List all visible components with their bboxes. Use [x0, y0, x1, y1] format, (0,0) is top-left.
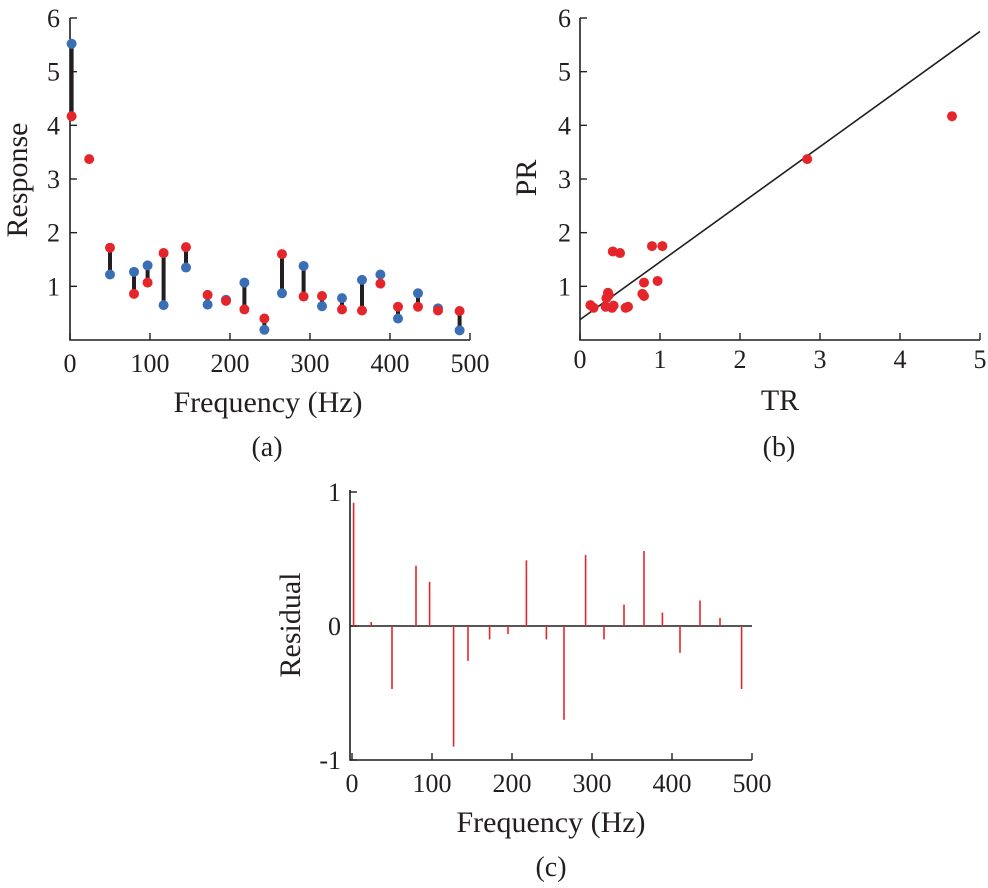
panel-b-x-tick-label: 4	[894, 345, 907, 374]
panel-a-x-axis-title: Frequency (Hz)	[173, 386, 362, 419]
panel-a-x-tick-label: 400	[371, 349, 410, 378]
panel-c-x-tick-label: 400	[653, 769, 692, 798]
panel-a-blue-point	[158, 300, 169, 311]
panel-c-x-axis-title: Frequency (Hz)	[456, 806, 645, 839]
panel-a-red-point	[433, 305, 443, 316]
panel-b-x-tick-label: 5	[974, 345, 987, 374]
panel-a-blue-point	[142, 260, 153, 271]
panel-a-x-tick-label: 100	[131, 349, 170, 378]
panel-a-y-tick-label: 6	[47, 4, 60, 33]
panel-a-red-point	[105, 242, 115, 253]
panel-a-blue-point	[202, 299, 213, 310]
panel-a-y-axis-title: Response	[1, 123, 34, 238]
panel-b-y-axis-title: PR	[510, 160, 543, 197]
panel-b-x-tick-label: 3	[814, 345, 827, 374]
panel-a-response-plot: 1 2 3 4 5 6 0 100 200 300 400 500 Frequency (Hz) R…	[1, 4, 490, 463]
panel-b-fit-line	[579, 30, 981, 321]
panel-b-y-tick-label: 1	[558, 272, 571, 301]
panel-b-caption: (b)	[763, 432, 796, 463]
panel-a-y-tick-label: 5	[47, 58, 60, 87]
panel-c-x-tick-label: 300	[573, 769, 612, 798]
panel-a-blue-point	[317, 301, 327, 312]
panel-b-red-point	[608, 300, 619, 311]
panel-a-red-point	[66, 111, 77, 122]
panel-a-caption: (a)	[251, 432, 282, 463]
panel-b-y-tick-label: 4	[558, 111, 571, 140]
panel-a-red-point	[375, 278, 386, 289]
panel-a-red-point	[317, 290, 327, 301]
panel-a-blue-point	[129, 266, 139, 277]
panel-a-blue-point	[357, 274, 367, 285]
panel-c-y-tick-label: 0	[328, 612, 341, 641]
panel-a-red-point	[142, 277, 153, 288]
panel-a-y-tick-label: 3	[47, 165, 60, 194]
panel-c-x-tick-label: 0	[346, 769, 359, 798]
panel-b-y-tick-label: 5	[558, 58, 571, 87]
panel-b-pr-vs-tr-plot: 1 2 3 4 5 6 0 1 2 3 4 5 TR PR (b)	[510, 4, 987, 463]
panel-a-blue-point	[277, 288, 287, 299]
panel-a-y-tick-label: 1	[47, 272, 60, 301]
panel-a-blue-point	[239, 277, 250, 288]
panel-a-red-point	[357, 305, 367, 316]
panel-b-red-point	[603, 289, 614, 300]
panel-b-red-point	[588, 302, 599, 313]
panel-a-red-point	[221, 295, 231, 306]
panel-a-blue-point	[413, 288, 423, 299]
panel-c-residual-plot: -101 0 100 200 300 400 500 Frequency (Hz) Res…	[274, 478, 772, 883]
panel-a-red-point	[298, 291, 309, 302]
panel-b-red-point	[947, 111, 957, 122]
panel-c-x-tick-label: 200	[493, 769, 532, 798]
panel-a-red-point	[181, 242, 191, 253]
panel-a-red-point	[202, 289, 213, 300]
panel-c-y-axis-title: Residual	[274, 573, 307, 678]
panel-c-axes	[349, 490, 752, 761]
panel-b-x-tick-label: 2	[734, 345, 747, 374]
panel-b-red-point	[615, 248, 625, 259]
panel-a-red-point	[84, 154, 95, 165]
panel-b-x-tick-label: 0	[574, 345, 587, 374]
panel-a-y-tick-label: 4	[47, 111, 60, 140]
panel-a-y-tick-label: 2	[47, 219, 60, 248]
panel-a-x-tick-label: 500	[451, 349, 490, 378]
panel-a-blue-point	[181, 262, 191, 273]
panel-a-red-point	[129, 288, 139, 299]
panel-a-blue-point	[259, 324, 270, 335]
panel-a-blue-point	[105, 269, 115, 280]
panel-a-red-point	[158, 248, 169, 259]
panel-b-red-point	[639, 290, 649, 301]
panel-a-blue-point	[337, 293, 347, 304]
panel-b-y-tick-label: 6	[558, 4, 571, 33]
panel-c-caption: (c)	[535, 852, 566, 883]
panel-a-red-point	[277, 249, 287, 260]
panel-b-red-point	[652, 275, 663, 286]
panel-a-x-tick-label: 300	[291, 349, 330, 378]
panel-c-y-tick-label: -1	[319, 746, 341, 775]
panel-b-red-point	[639, 277, 649, 288]
panel-b-x-axis-title: TR	[761, 384, 799, 417]
panel-a-blue-point	[454, 325, 465, 336]
panel-a-red-point	[259, 313, 270, 324]
panel-a-blue-point	[375, 269, 386, 280]
panel-a-blue-point	[298, 260, 309, 271]
panel-c-y-tick-label: 1	[328, 478, 341, 507]
panel-b-red-point	[657, 241, 668, 252]
panel-b-y-tick-label: 3	[558, 165, 571, 194]
panel-a-red-point	[239, 304, 250, 315]
panel-a-blue-point	[66, 38, 77, 49]
panel-c-x-tick-label: 100	[413, 769, 452, 798]
panel-c-x-tick-label: 500	[733, 769, 772, 798]
panel-b-x-tick-label: 1	[654, 345, 667, 374]
panel-b-red-point	[623, 301, 633, 312]
panel-a-x-tick-label: 200	[211, 349, 250, 378]
panel-a-x-tick-label: 0	[64, 349, 77, 378]
panel-a-blue-point	[393, 313, 403, 324]
panel-b-red-point	[647, 241, 657, 252]
panel-a-red-point	[454, 306, 465, 317]
panel-a-red-point	[393, 301, 403, 312]
panel-b-y-tick-label: 2	[558, 219, 571, 248]
panel-a-red-point	[413, 301, 423, 312]
panel-b-red-point	[802, 154, 813, 165]
panel-a-red-point	[337, 304, 347, 315]
